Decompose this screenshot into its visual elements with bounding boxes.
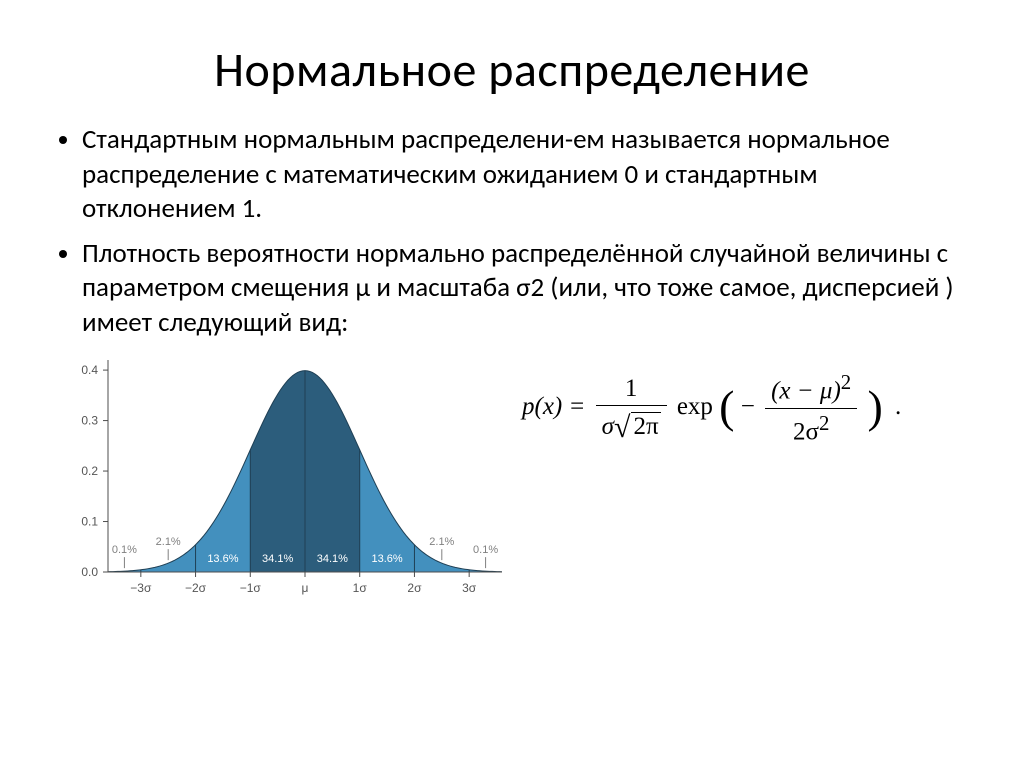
svg-text:0.1%: 0.1% xyxy=(112,544,137,556)
svg-text:1σ: 1σ xyxy=(353,581,368,595)
lower-row: 0.0 0.1 0.2 0.3 0.4 −3σ −2σ −1σ μ 1σ 2σ 3σ 0.1% 2.1% 1… xyxy=(52,350,972,615)
formula-lhs: p(x) = xyxy=(522,393,585,420)
svg-text:0.1: 0.1 xyxy=(81,515,98,529)
distribution-chart-svg: 0.0 0.1 0.2 0.3 0.4 −3σ −2σ −1σ μ 1σ 2σ 3σ 0.1% 2.1% 1… xyxy=(52,350,512,610)
formula-frac2: (x − μ)2 2σ2 xyxy=(765,370,857,446)
svg-text:2.1%: 2.1% xyxy=(429,536,454,548)
distribution-chart: 0.0 0.1 0.2 0.3 0.4 −3σ −2σ −1σ μ 1σ 2σ 3σ 0.1% 2.1% 1… xyxy=(52,350,512,615)
formula-expression: p(x) = 1 σ√2π exp ( − (x − μ)2 2σ2 ) . xyxy=(522,393,901,420)
svg-text:13.6%: 13.6% xyxy=(371,553,402,565)
slide-title: Нормальное распределение xyxy=(52,40,972,99)
svg-text:−2σ: −2σ xyxy=(185,581,207,595)
pdf-formula: p(x) = 1 σ√2π exp ( − (x − μ)2 2σ2 ) . xyxy=(512,350,972,446)
svg-text:−1σ: −1σ xyxy=(240,581,262,595)
lparen-icon: ( xyxy=(719,381,734,432)
svg-text:3σ: 3σ xyxy=(462,581,477,595)
svg-text:2σ: 2σ xyxy=(407,581,422,595)
svg-text:2.1%: 2.1% xyxy=(156,536,181,548)
svg-text:0.1%: 0.1% xyxy=(473,544,498,556)
svg-text:−3σ: −3σ xyxy=(130,581,152,595)
svg-text:0.2: 0.2 xyxy=(81,464,98,478)
rparen-icon: ) xyxy=(867,381,882,432)
slide: Нормальное распределение Стандартным нор… xyxy=(0,0,1024,768)
svg-text:13.6%: 13.6% xyxy=(207,553,238,565)
svg-text:μ: μ xyxy=(302,581,309,595)
svg-text:0.4: 0.4 xyxy=(81,363,98,377)
bullet-item: Стандартным нормальным распределени-ем н… xyxy=(82,123,972,227)
bullet-list: Стандартным нормальным распределени-ем н… xyxy=(60,123,972,340)
svg-text:34.1%: 34.1% xyxy=(262,553,293,565)
formula-frac1: 1 σ√2π xyxy=(596,375,667,442)
svg-text:0.0: 0.0 xyxy=(81,565,98,579)
svg-text:34.1%: 34.1% xyxy=(317,553,348,565)
bullet-item: Плотность вероятности нормально распреде… xyxy=(82,237,972,341)
svg-text:0.3: 0.3 xyxy=(81,414,98,428)
